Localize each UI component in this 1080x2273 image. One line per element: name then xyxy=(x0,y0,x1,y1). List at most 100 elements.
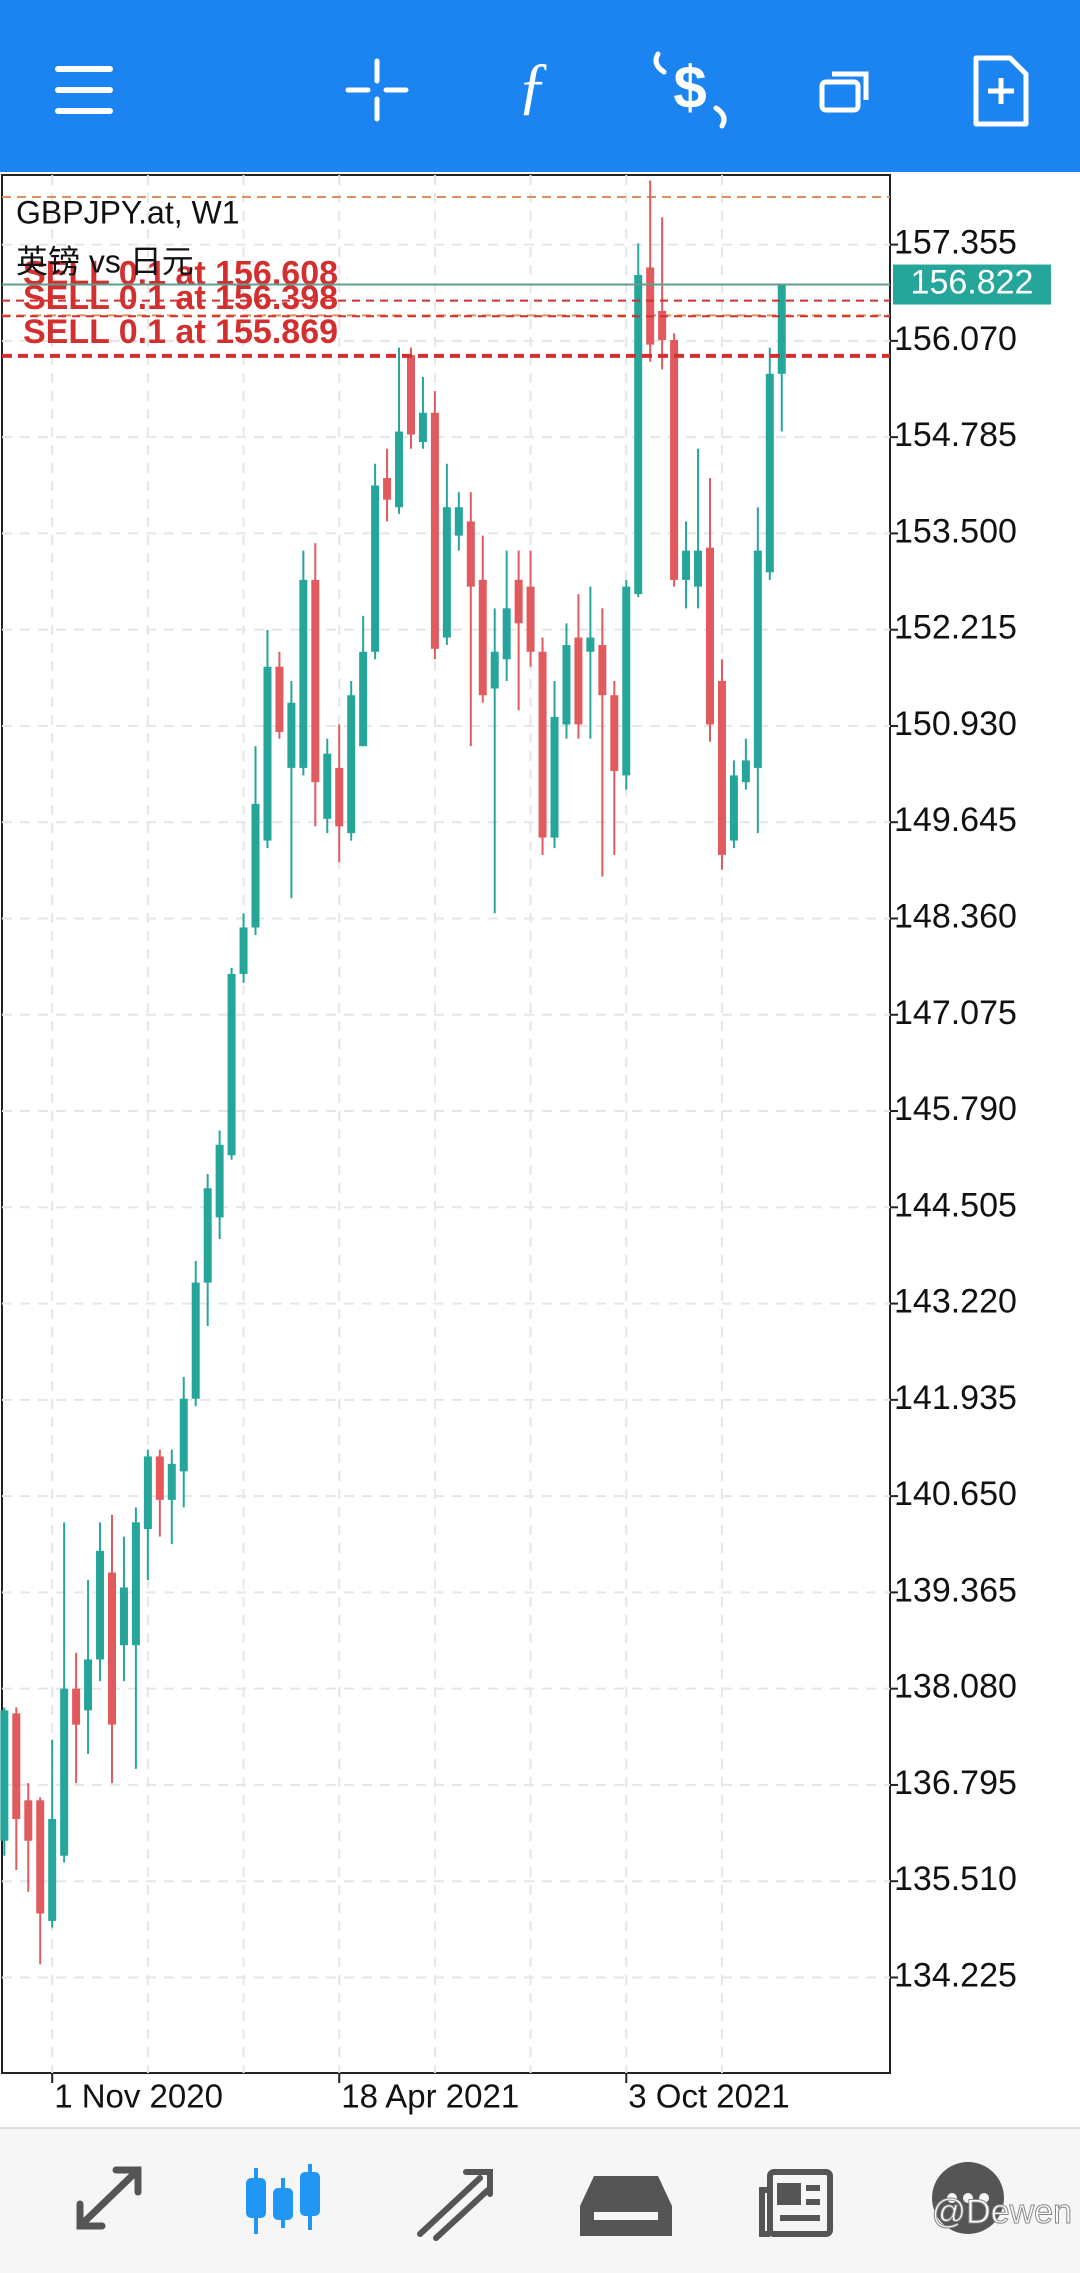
y-tick-label: 157.355 xyxy=(894,224,1017,262)
candle-body xyxy=(371,485,380,652)
order-label: SELL 0.1 at 155.869 xyxy=(23,313,338,351)
candle-body xyxy=(418,412,427,443)
candle-body xyxy=(694,550,703,587)
candle-body xyxy=(430,412,439,649)
y-tick-label: 144.505 xyxy=(894,1186,1017,1224)
candle-body xyxy=(490,651,499,689)
new-order-button[interactable] xyxy=(973,55,1029,127)
candle-body xyxy=(311,579,320,783)
candle-body xyxy=(143,1456,152,1530)
y-tick-label: 147.075 xyxy=(894,994,1017,1032)
trade-tab[interactable] xyxy=(417,2169,493,2241)
candle-body xyxy=(383,477,392,500)
candle-body xyxy=(12,1713,21,1820)
chart-subtitle: 英镑 vs 日元 xyxy=(16,243,194,279)
candle-body xyxy=(586,637,595,652)
candle-body xyxy=(454,507,463,536)
candle-body xyxy=(48,1819,57,1921)
y-tick-label: 140.650 xyxy=(894,1475,1017,1513)
candle-body xyxy=(562,645,571,725)
toolbar xyxy=(0,0,1080,172)
candle-body xyxy=(753,550,762,768)
y-tick-label: 138.080 xyxy=(894,1668,1017,1706)
candle-body xyxy=(155,1456,164,1500)
current-price-label: 156.822 xyxy=(911,264,1034,302)
chart-title: GBPJPY.at, W1 xyxy=(16,194,240,230)
candle-body xyxy=(215,1144,224,1218)
candle-body xyxy=(191,1282,200,1399)
current-price-box xyxy=(893,264,1051,305)
crosshair-button[interactable] xyxy=(345,58,409,122)
candle-body xyxy=(395,431,404,508)
candle-body xyxy=(131,1522,140,1646)
y-tick-label: 143.220 xyxy=(894,1283,1017,1321)
y-tick-label: 152.215 xyxy=(894,609,1017,647)
x-tick-label: 1 Nov 2020 xyxy=(54,2078,223,2115)
candle-body xyxy=(84,1659,93,1711)
candle-body xyxy=(179,1398,188,1472)
order-label: SELL 0.1 at 156.608 xyxy=(23,254,338,292)
candle-body xyxy=(0,1710,9,1841)
menu-button[interactable] xyxy=(55,66,113,114)
history-tab[interactable] xyxy=(580,2176,672,2236)
candle-body xyxy=(275,666,284,732)
candle-body xyxy=(24,1800,33,1841)
candle-body xyxy=(299,579,308,768)
candle-body xyxy=(729,775,738,841)
candle-body xyxy=(526,586,535,652)
candle-body xyxy=(765,373,774,573)
candle-body xyxy=(741,760,750,783)
candle-body xyxy=(60,1688,69,1856)
candle-body xyxy=(502,608,511,660)
quotes-tab[interactable] xyxy=(76,2166,142,2230)
chart-tab[interactable] xyxy=(246,2164,320,2234)
candle-body xyxy=(466,521,475,587)
candle-body xyxy=(598,645,607,696)
watermark: @Dewen xyxy=(932,2193,1072,2231)
candle-body xyxy=(203,1188,212,1283)
indicator-button[interactable]: ƒ xyxy=(517,50,549,121)
candle-body xyxy=(574,637,583,725)
windows-button[interactable] xyxy=(819,71,869,113)
candle-body xyxy=(323,753,332,819)
y-tick-label: 154.785 xyxy=(894,416,1017,454)
trade-button[interactable]: $ xyxy=(653,51,727,129)
news-tab[interactable] xyxy=(759,2169,833,2237)
candle-body xyxy=(406,355,415,435)
candle-body xyxy=(239,927,248,974)
candle-body xyxy=(227,973,236,1156)
y-tick-label: 150.930 xyxy=(894,705,1017,743)
y-tick-label: 136.795 xyxy=(894,1764,1017,1802)
y-tick-label: 134.225 xyxy=(894,1956,1017,1994)
candle-body xyxy=(287,702,296,768)
candle-body xyxy=(610,695,619,771)
candle-body xyxy=(658,310,667,341)
candle-body xyxy=(550,716,559,838)
candle-body xyxy=(251,803,260,928)
y-tick-label: 139.365 xyxy=(894,1571,1017,1609)
y-tick-label: 148.360 xyxy=(894,897,1017,935)
candle-body xyxy=(478,579,487,696)
candle-body xyxy=(347,695,356,834)
y-tick-label: 153.500 xyxy=(894,512,1017,550)
candle-body xyxy=(335,767,344,827)
candle-body xyxy=(682,550,691,580)
y-tick-label: 141.935 xyxy=(894,1379,1017,1417)
candle-body xyxy=(777,284,786,374)
x-tick-label: 3 Oct 2021 xyxy=(628,2078,789,2115)
y-tick-label: 149.645 xyxy=(894,801,1017,839)
svg-text:$: $ xyxy=(673,54,706,121)
candle-body xyxy=(622,586,631,776)
chat-tab[interactable] xyxy=(932,2162,1004,2234)
candle-body xyxy=(538,651,547,838)
candle-body xyxy=(167,1463,176,1500)
candle-body xyxy=(670,340,679,580)
candle-body xyxy=(96,1550,105,1660)
candle-body xyxy=(705,547,714,725)
candle-body xyxy=(36,1800,45,1914)
candle-body xyxy=(263,666,272,841)
candle-body xyxy=(442,507,451,638)
